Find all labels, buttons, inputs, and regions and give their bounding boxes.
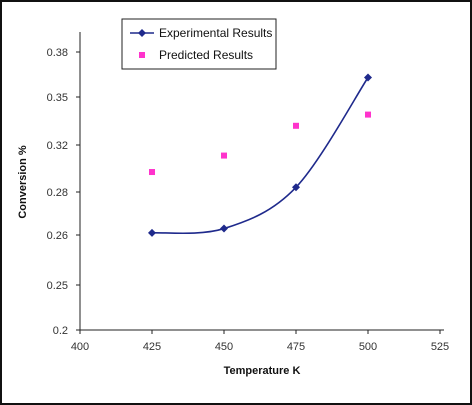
predicted-results-point: [149, 169, 155, 176]
x-axis-title: Temperature K: [224, 365, 301, 377]
legend-experimental-marker: [138, 29, 146, 37]
experimental-results-point: [148, 228, 156, 237]
predicted-results-point: [365, 111, 371, 118]
experimental-results-point: [292, 183, 300, 192]
y-tick-label: 0.2: [53, 325, 68, 337]
predicted-results-point: [221, 152, 227, 159]
x-tick-label: 400: [71, 341, 89, 353]
y-tick-label: 0.32: [47, 140, 68, 152]
legend-box: [121, 18, 277, 70]
legend-predicted-marker: [139, 52, 145, 58]
y-tick-label: 0.28: [47, 187, 68, 199]
series: [148, 73, 372, 237]
x-tick-label: 500: [359, 341, 377, 353]
experimental-results-point: [220, 224, 228, 233]
x-tick-label: 450: [215, 341, 233, 353]
x-ticks: 400 425 450 475 500 525: [71, 330, 449, 353]
x-tick-label: 525: [431, 341, 449, 353]
x-tick-label: 425: [143, 341, 161, 353]
y-tick-label: 0.25: [47, 280, 68, 292]
y-axis-title: Conversion %: [17, 145, 29, 219]
experimental-results-line: [151, 77, 369, 235]
y-tick-label: 0.38: [47, 47, 68, 59]
y-ticks: 0.2 0.25 0.26 0.28 0.32 0.35 0.38: [47, 47, 80, 337]
predicted-results-point: [293, 122, 299, 129]
y-tick-label: 0.26: [47, 230, 68, 242]
legend: Experimental Results Predicted Results: [121, 18, 277, 70]
legend-experimental-label: Experimental Results: [159, 26, 272, 40]
legend-predicted-label: Predicted Results: [159, 48, 253, 62]
axes: [79, 32, 444, 331]
experimental-results-point: [364, 73, 372, 82]
x-tick-label: 475: [287, 341, 305, 353]
y-tick-label: 0.35: [47, 92, 68, 104]
